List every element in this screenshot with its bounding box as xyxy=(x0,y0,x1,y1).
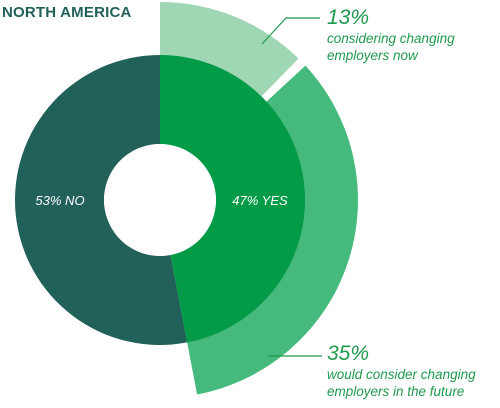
slice-label-yes: 47% YES xyxy=(232,193,288,208)
pie-slice-no xyxy=(14,55,188,345)
callout-13-pct: 13% xyxy=(327,6,370,29)
callout-35-pct: 35% xyxy=(327,342,370,365)
callout-13-desc: considering changing employers now xyxy=(327,31,455,63)
callout-13: 13% considering changing employers now xyxy=(327,6,455,64)
callout-35: 35% would consider changing employers in… xyxy=(327,342,476,400)
donut-hole xyxy=(104,144,216,256)
callout-line-13 xyxy=(261,17,320,45)
callout-35-desc: would consider changing employers in the… xyxy=(327,367,476,399)
chart-title: NORTH AMERICA xyxy=(2,4,132,21)
slice-label-no: 53% NO xyxy=(35,193,84,208)
pie-slice-yes xyxy=(160,55,305,343)
